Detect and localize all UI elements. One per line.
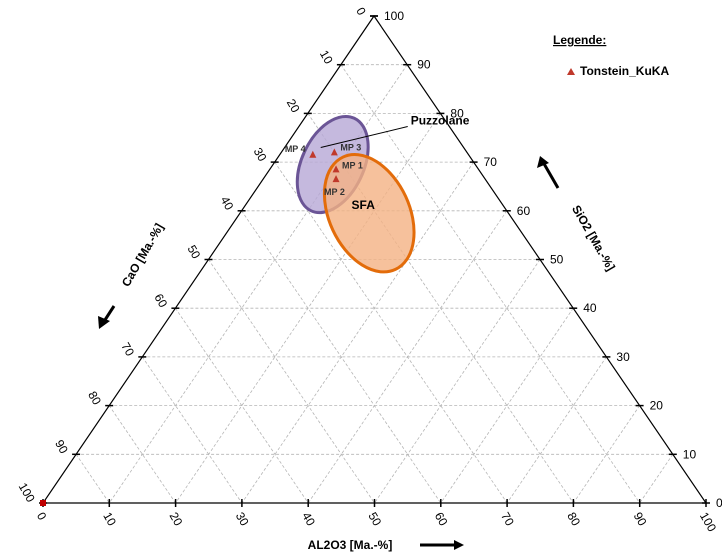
region-leader-line: [320, 126, 408, 149]
data-point: [332, 165, 340, 173]
legend: Legende: Tonstein_KuKA: [553, 33, 669, 78]
tick-label-cao: 10: [317, 48, 336, 67]
grid-lines: [75, 64, 674, 504]
tick-label-cao: 30: [251, 145, 270, 164]
tick-label-al2o3: 60: [432, 510, 451, 529]
region-label-sfa: SFA: [352, 198, 376, 212]
tick-label-al2o3: 70: [498, 510, 517, 529]
region-sfa: [322, 153, 416, 274]
al2o3-axis-title: AL2O3 [Ma.-%]: [308, 538, 393, 552]
grid-line-al2o3: [241, 161, 474, 504]
tick-label-cao: 50: [184, 243, 203, 262]
data-point-label: MP 3: [340, 142, 361, 152]
tick-label-al2o3: 100: [697, 510, 719, 535]
region-label-puzzolane: Puzzolane: [411, 114, 470, 128]
tick-label-al2o3: 40: [299, 510, 318, 529]
sio2-arrow-icon: [537, 156, 560, 189]
grid-line-cao: [274, 161, 508, 504]
data-point: [309, 150, 317, 158]
grid-line-al2o3: [374, 259, 541, 504]
regions: SFA Puzzolane: [295, 114, 470, 274]
data-point-label: MP 1: [342, 160, 363, 170]
tick-label-al2o3: 80: [564, 510, 583, 529]
sio2-axis-title: SiO2 [Ma.-%]: [569, 203, 618, 274]
tick-label-cao: 20: [284, 97, 303, 116]
grid-line-al2o3: [307, 210, 508, 504]
tick-label-sio2: 50: [550, 253, 564, 267]
tick-label-cao: 0: [353, 5, 369, 18]
tick-label-al2o3: 20: [167, 510, 186, 529]
data-point-label: MP 4: [285, 144, 306, 154]
tick-label-al2o3: 30: [233, 510, 252, 529]
grid-line-al2o3: [506, 356, 607, 504]
tick-label-cao: 100: [16, 480, 38, 505]
corner-marker: [40, 500, 46, 506]
tick-label-al2o3: 50: [365, 510, 384, 529]
axis-ticks: 0 0 0 10 10 10 20 20 20 30 30 30 40 40 40 50 50 50 60 60 60 7…: [16, 5, 722, 534]
legend-title: Legende:: [553, 33, 606, 47]
tick-label-al2o3: 10: [100, 510, 119, 529]
legend-item-label: Tonstein_KuKA: [580, 64, 669, 78]
tick-label-sio2: 40: [583, 301, 597, 315]
grid-line-cao: [241, 210, 442, 504]
grid-line-al2o3: [639, 454, 674, 504]
tick-label-sio2: 80: [450, 106, 464, 120]
grid-line-cao: [175, 307, 309, 504]
tick-label-cao: 80: [85, 389, 104, 408]
grid-line-al2o3: [108, 64, 408, 504]
tick-label-sio2: 60: [517, 204, 531, 218]
grid-line-cao: [208, 259, 375, 504]
data-points: MP 4 MP 3 MP 1 MP 2: [40, 142, 363, 506]
legend-triangle-icon: [567, 68, 575, 75]
grid-line-al2o3: [440, 307, 574, 504]
grid-line-cao: [340, 64, 641, 504]
cao-arrow-icon: [98, 305, 116, 329]
tick-label-sio2: 100: [384, 9, 404, 23]
tick-label-sio2: 0: [716, 496, 722, 510]
tick-label-sio2: 30: [616, 350, 630, 364]
grid-line-cao: [75, 454, 110, 504]
data-point: [332, 175, 340, 183]
tick-label-cao: 90: [52, 437, 71, 456]
tick-label-sio2: 90: [417, 58, 431, 72]
data-point-label: MP 2: [324, 187, 345, 197]
al2o3-arrow-icon: [420, 540, 464, 550]
grid-line-cao: [141, 356, 243, 504]
cao-axis-title: CaO [Ma.-%]: [119, 221, 166, 289]
tick-label-cao: 60: [151, 291, 170, 310]
tick-label-cao: 70: [118, 340, 137, 359]
tick-label-cao: 40: [218, 194, 237, 213]
tick-label-sio2: 10: [683, 447, 697, 461]
tick-label-al2o3: 0: [34, 510, 50, 523]
tick-label-sio2: 20: [650, 399, 664, 413]
tick-label-sio2: 70: [484, 155, 498, 169]
tick-label-al2o3: 90: [631, 510, 650, 529]
data-point: [330, 148, 338, 156]
